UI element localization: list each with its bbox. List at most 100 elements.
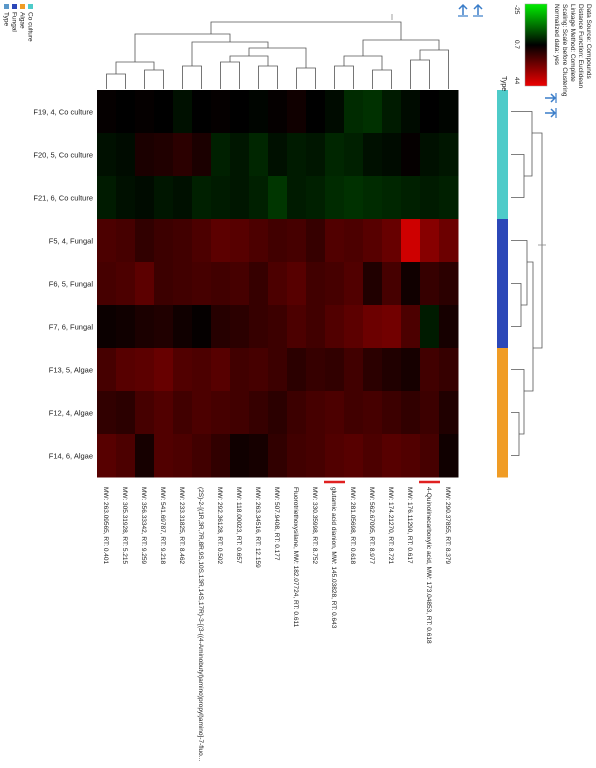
heatmap-cell — [249, 262, 269, 306]
row-label: F21, 6, Co culture — [33, 194, 93, 203]
heatmap-cell — [325, 348, 345, 392]
heatmap-cell — [439, 434, 459, 478]
heatmap-cell — [306, 176, 326, 220]
heatmap-cell — [401, 219, 421, 263]
heatmap-cell — [306, 391, 326, 435]
heatmap-cell — [116, 305, 136, 349]
heatmap-cell — [363, 305, 383, 349]
info-line: Linkage Method: Complete — [569, 4, 576, 82]
column-label: MW: 356.33342, RT: 9.259 — [140, 487, 147, 564]
column-label: MW: 174.21270, RT: 8.721 — [387, 487, 394, 564]
heatmap-cell — [306, 262, 326, 306]
heatmap-cell — [154, 133, 174, 177]
heatmap-cell — [230, 391, 250, 435]
heatmap-cell — [420, 90, 440, 134]
heatmap-cell — [97, 219, 117, 263]
heatmap-cell — [116, 90, 136, 134]
heatmap-cell — [154, 434, 174, 478]
expand-columns-arrow[interactable] — [458, 3, 468, 17]
heatmap-cell — [420, 348, 440, 392]
heatmap-cell — [116, 176, 136, 220]
row-label: F19, 4, Co culture — [33, 108, 93, 117]
heatmap-cell — [325, 262, 345, 306]
heatmap-cell — [344, 305, 364, 349]
heatmap-cell — [192, 219, 212, 263]
heatmap-cell — [439, 176, 459, 220]
heatmap-cell — [287, 305, 307, 349]
info-line: Data Source: Compounds — [585, 4, 592, 80]
legend-label: Algae — [19, 12, 26, 29]
heatmap-cell — [268, 391, 288, 435]
heatmap-cell — [325, 219, 345, 263]
column-label: MW: 562.67095, RT: 8.977 — [368, 487, 375, 564]
heatmap-cell — [173, 348, 193, 392]
collapse-rows-arrow[interactable] — [545, 108, 557, 118]
column-label: MW: 263.09565, RT: 0.401 — [102, 487, 109, 564]
heatmap-cell — [249, 133, 269, 177]
heatmap-cell — [287, 133, 307, 177]
row-label: F7, 6, Fungal — [49, 323, 94, 332]
arrow-up-icon — [458, 3, 468, 15]
heatmap-cell — [230, 348, 250, 392]
dendrogram-link — [511, 412, 520, 456]
heatmap-cells — [97, 90, 459, 478]
heatmap-cell — [401, 434, 421, 478]
heatmap-cell — [230, 262, 250, 306]
dendrogram-link — [511, 240, 528, 306]
heatmap-cell — [154, 262, 174, 306]
dendrogram-link — [134, 33, 231, 62]
heatmap-cell — [382, 90, 402, 134]
heatmap-cell — [97, 176, 117, 220]
heatmap-cell — [135, 133, 155, 177]
heatmap-cell — [173, 434, 193, 478]
heatmap-cell — [382, 133, 402, 177]
heatmap-cell — [230, 434, 250, 478]
column-label: MW: 507.9408, RT: 0.177 — [273, 487, 280, 561]
dendrogram-link — [334, 65, 354, 89]
collapse-columns-arrow[interactable] — [473, 3, 483, 17]
heatmap-cell — [230, 90, 250, 134]
heatmap-cell — [401, 348, 421, 392]
heatmap-cell — [344, 262, 364, 306]
legend-swatch — [28, 4, 33, 9]
legend-label: Type — [3, 12, 10, 26]
heatmap-cell — [192, 262, 212, 306]
heatmap-cell — [268, 348, 288, 392]
info-line: Normalized data: yes — [553, 4, 560, 66]
expand-rows-arrow[interactable] — [545, 93, 557, 103]
heatmap-cell — [268, 176, 288, 220]
row-label: F13, 5, Algae — [49, 366, 93, 375]
row-dendrogram — [511, 111, 546, 456]
type-header: Type — [500, 76, 507, 91]
column-label: MW: 233.31825, RT: 8.462 — [178, 487, 185, 564]
heatmap-cell — [135, 348, 155, 392]
heatmap-cell — [363, 219, 383, 263]
column-label: MW: 176.11290, RT: 0.617 — [406, 487, 413, 564]
heatmap-cell — [249, 90, 269, 134]
heatmap-cell — [135, 391, 155, 435]
heatmap-cell — [325, 434, 345, 478]
row-label: F12, 4, Algae — [49, 409, 93, 418]
heatmap-cell — [97, 262, 117, 306]
heatmap-cell — [97, 391, 117, 435]
heatmap-cell — [173, 90, 193, 134]
heatmap-cell — [249, 176, 269, 220]
heatmap-cell — [420, 133, 440, 177]
heatmap-cell — [249, 391, 269, 435]
heatmap-cell — [344, 90, 364, 134]
heatmap-cell — [363, 133, 383, 177]
heatmap-cell — [382, 348, 402, 392]
heatmap-cell — [249, 434, 269, 478]
heatmap-cell — [211, 305, 231, 349]
dendrogram-link — [220, 61, 240, 89]
dendrogram-link — [115, 61, 155, 74]
column-label: MW: 263.34516, RT: 12.159 — [254, 487, 261, 568]
colorbar-rect — [524, 3, 548, 87]
heatmap-cell — [439, 348, 459, 392]
nav-arrows[interactable] — [458, 3, 557, 118]
heatmap-cell — [211, 262, 231, 306]
heatmap-cell — [420, 262, 440, 306]
heatmap-cell — [268, 262, 288, 306]
heatmap-cell — [97, 133, 117, 177]
heatmap-cell — [363, 262, 383, 306]
